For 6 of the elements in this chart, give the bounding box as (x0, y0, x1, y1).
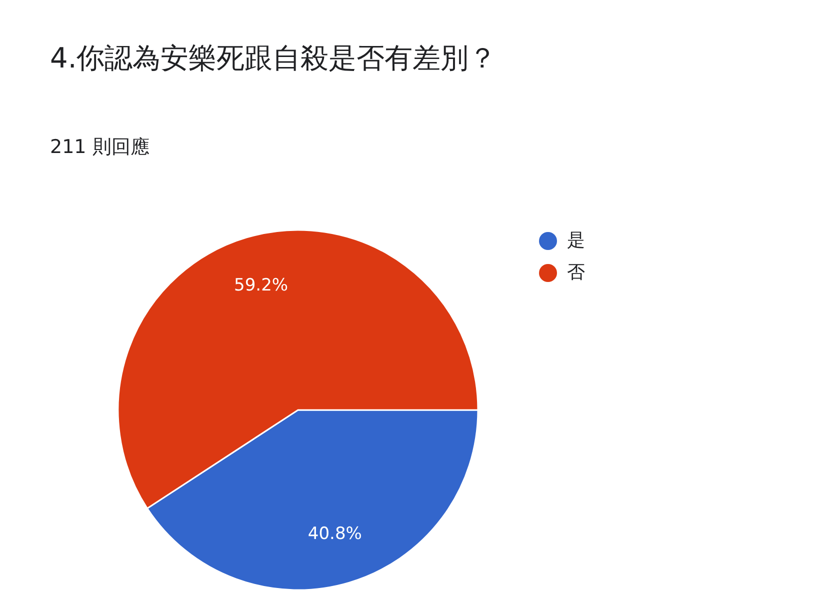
legend-label: 否 (567, 262, 585, 283)
chart-title: 4.你認為安樂死跟自殺是否有差別？ (50, 42, 497, 75)
data-label: 40.8% (308, 524, 362, 544)
legend-label: 是 (567, 230, 585, 251)
data-label: 59.2% (234, 275, 288, 296)
chart-subtitle: 211 則回應 (50, 136, 150, 158)
